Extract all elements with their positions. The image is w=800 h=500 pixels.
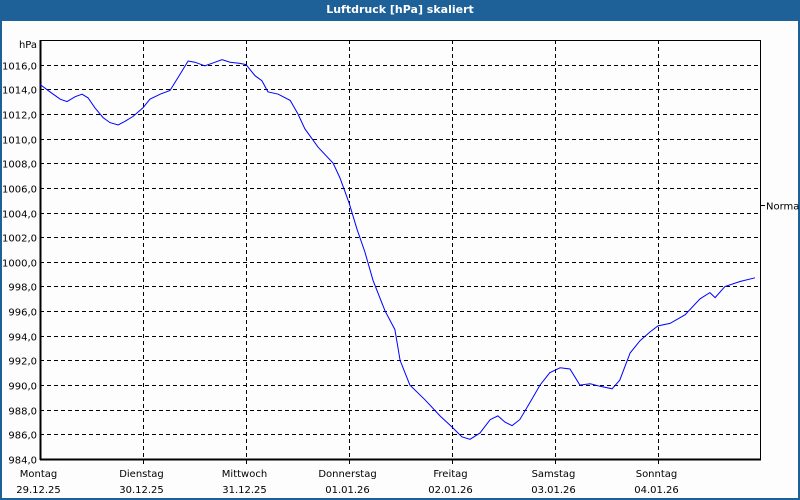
x-tick-date: 01.01.26 [325, 485, 370, 496]
x-tick-day: Dienstag [119, 469, 164, 480]
y-tick-label: 996,0 [8, 308, 37, 319]
plot-frame [40, 40, 761, 460]
y-tick-label: 1014,0 [2, 86, 37, 97]
series-line-0 [39, 59, 756, 440]
x-tick-day: Samstag [532, 469, 576, 480]
chart-panel [2, 21, 798, 498]
y-axis-label: hPa [19, 40, 37, 51]
window-title: Luftdruck [hPa] skaliert [326, 3, 474, 16]
y-tick-label: 1006,0 [2, 185, 37, 196]
y-tick-label: 1012,0 [2, 111, 37, 122]
y-tick-label: 986,0 [8, 431, 37, 442]
x-tick-date: 02.01.26 [428, 485, 473, 496]
y-tick-label: 1000,0 [2, 259, 37, 270]
x-tick-day: Mittwoch [222, 469, 267, 480]
x-tick-date: 04.01.26 [634, 485, 679, 496]
x-tick-date: 31.12.25 [222, 485, 267, 496]
y-tick-label: 984,0 [8, 456, 37, 467]
reference-label: Normal [766, 202, 800, 213]
x-tick-day: Sonntag [636, 469, 678, 480]
x-tick-date: 03.01.26 [531, 485, 576, 496]
y-tick-label: 1008,0 [2, 160, 37, 171]
x-tick-date: 30.12.25 [119, 485, 164, 496]
x-tick-day: Montag [20, 469, 57, 480]
y-tick-label: 1004,0 [2, 210, 37, 221]
y-tick-label: 1016,0 [2, 62, 37, 73]
x-tick-date: 29.12.25 [16, 485, 61, 496]
x-tick-day: Donnerstag [318, 469, 376, 480]
y-tick-label: 1002,0 [2, 234, 37, 245]
y-tick-label: 992,0 [8, 357, 37, 368]
y-tick-label: 994,0 [8, 333, 37, 344]
y-tick-label: 990,0 [8, 382, 37, 393]
y-tick-label: 988,0 [8, 407, 37, 418]
x-tick-day: Freitag [433, 469, 467, 480]
y-tick-label: 1010,0 [2, 136, 37, 147]
y-tick-label: 998,0 [8, 283, 37, 294]
